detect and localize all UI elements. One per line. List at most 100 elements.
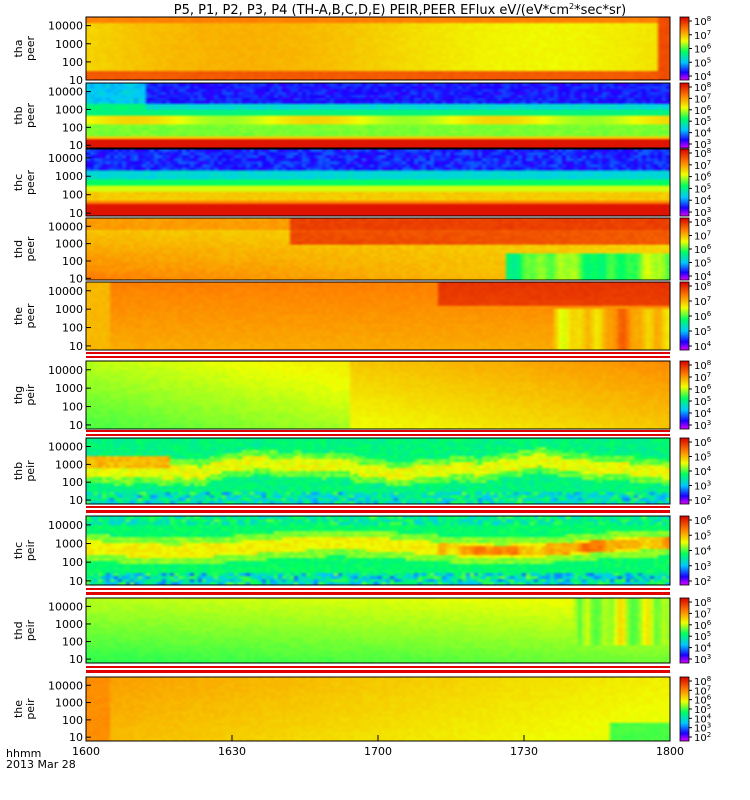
y-tick-label: 100	[62, 121, 83, 134]
panel-label-probe: thd	[12, 621, 25, 639]
colorbar-label: 102	[694, 494, 711, 507]
y-tick-label: 1000	[55, 170, 83, 183]
y-tick-label: 100	[62, 636, 83, 649]
colorbar-label-exp: 4	[707, 194, 712, 202]
y-tick-label: 1000	[55, 238, 83, 251]
y-tick-label: 10	[69, 139, 83, 152]
colorbar-label-exp: 6	[707, 619, 712, 627]
colorbar-label-exp: 3	[707, 138, 711, 146]
colorbar-label-exp: 3	[707, 206, 711, 214]
x-tick-label: 1730	[510, 745, 538, 758]
colorbar-label-base: 10	[694, 409, 707, 420]
y-tick-label: 10000	[48, 86, 83, 99]
colorbar-label-base: 10	[694, 245, 707, 256]
chart-title-main: P5, P1, P2, P3, P4 (TH-A,B,C,D,E) PEIR,P…	[174, 3, 569, 18]
y-tick-label: 10	[69, 731, 83, 744]
colorbar-label: 103	[694, 722, 711, 735]
x-tick-label: 1700	[364, 745, 392, 758]
colorbar-label: 108	[694, 15, 711, 28]
panel-frame	[85, 597, 671, 664]
colorbar-label-exp: 5	[707, 325, 711, 333]
colorbar-label: 108	[694, 81, 711, 94]
panel-frame	[85, 217, 671, 281]
x-tick-label: 1630	[218, 745, 246, 758]
colorbar-label-base: 10	[694, 531, 707, 542]
colorbar-label: 103	[694, 138, 711, 151]
colorbar-label-base: 10	[694, 385, 707, 396]
panel-label-probe: thb	[12, 106, 25, 124]
colorbar-label: 104	[694, 712, 712, 725]
colorbar-label: 105	[694, 115, 711, 128]
colorbar	[679, 16, 690, 81]
panel-label-product: peer	[24, 170, 37, 196]
colorbar-label: 106	[694, 43, 712, 56]
colorbar-label-exp: 4	[707, 270, 712, 278]
colorbar-label-exp: 5	[707, 56, 711, 64]
heatmap-image	[86, 149, 670, 216]
colorbar	[679, 82, 690, 149]
colorbar-label-exp: 8	[707, 81, 711, 89]
colorbar-label-exp: 5	[707, 529, 711, 537]
y-tick-label: 10000	[48, 364, 83, 377]
colorbar-label: 106	[694, 436, 712, 449]
heatmap-image	[86, 361, 670, 429]
colorbar-label-base: 10	[694, 327, 707, 338]
y-tick-label: 1000	[55, 618, 83, 631]
colorbar-label-exp: 5	[707, 182, 711, 190]
panel-label-probe: the	[12, 700, 25, 718]
colorbar-label: 106	[694, 619, 712, 632]
colorbar-label: 104	[694, 407, 712, 420]
panel-label-product: peir	[24, 460, 37, 482]
heatmap-image	[86, 438, 670, 504]
colorbar-label-base: 10	[694, 272, 707, 283]
heatmap-image	[86, 17, 670, 80]
colorbar-label-base: 10	[694, 516, 707, 527]
colorbar-label-base: 10	[694, 129, 707, 140]
colorbar-label-base: 10	[694, 577, 707, 588]
panel-label-probe: thc	[12, 542, 25, 559]
colorbar-label: 105	[694, 451, 711, 464]
panel-frame	[85, 360, 671, 430]
y-tick-label: 10	[69, 272, 83, 285]
colorbar-label-base: 10	[694, 397, 707, 408]
colorbar-label-exp: 3	[707, 653, 711, 661]
colorbar-label: 106	[694, 514, 712, 527]
colorbar-label-base: 10	[694, 467, 707, 478]
colorbar-label-exp: 8	[707, 216, 711, 224]
colorbar-label-exp: 7	[707, 371, 711, 379]
colorbar-label-exp: 4	[707, 407, 712, 415]
colorbar-label-base: 10	[694, 184, 707, 195]
y-tick-label: 10000	[48, 441, 83, 454]
colorbar-label-exp: 7	[707, 159, 711, 167]
colorbar-label-exp: 6	[707, 104, 712, 112]
colorbar-label-base: 10	[694, 421, 707, 432]
colorbar-label-exp: 6	[707, 43, 712, 51]
colorbar-label-base: 10	[694, 438, 707, 449]
colorbar-label: 103	[694, 419, 711, 432]
panel-frame	[85, 515, 671, 586]
colorbar-label-exp: 8	[707, 147, 711, 155]
colorbar-label: 106	[694, 104, 712, 117]
panel-label: thcpeir	[12, 539, 37, 561]
colorbar-label-base: 10	[694, 609, 707, 620]
colorbar-label: 105	[694, 56, 711, 69]
panel-label: thbpeir	[12, 460, 37, 482]
y-tick-label: 1000	[55, 458, 83, 471]
colorbar-label-base: 10	[694, 17, 707, 28]
colorbar-label: 106	[694, 171, 712, 184]
colorbar-label-exp: 6	[707, 171, 712, 179]
colorbar-label: 103	[694, 480, 711, 493]
colorbar-label: 107	[694, 607, 711, 620]
heatmap-image	[86, 282, 670, 350]
colorbar-label: 107	[694, 230, 711, 243]
colorbar	[679, 437, 690, 505]
colorbar-label-exp: 5	[707, 257, 711, 265]
chart-title-superscript: 2	[569, 2, 574, 11]
colorbar-label-exp: 6	[707, 243, 712, 251]
colorbar-label: 108	[694, 147, 711, 160]
y-tick-label: 100	[62, 189, 83, 202]
heatmap-image	[86, 218, 670, 280]
